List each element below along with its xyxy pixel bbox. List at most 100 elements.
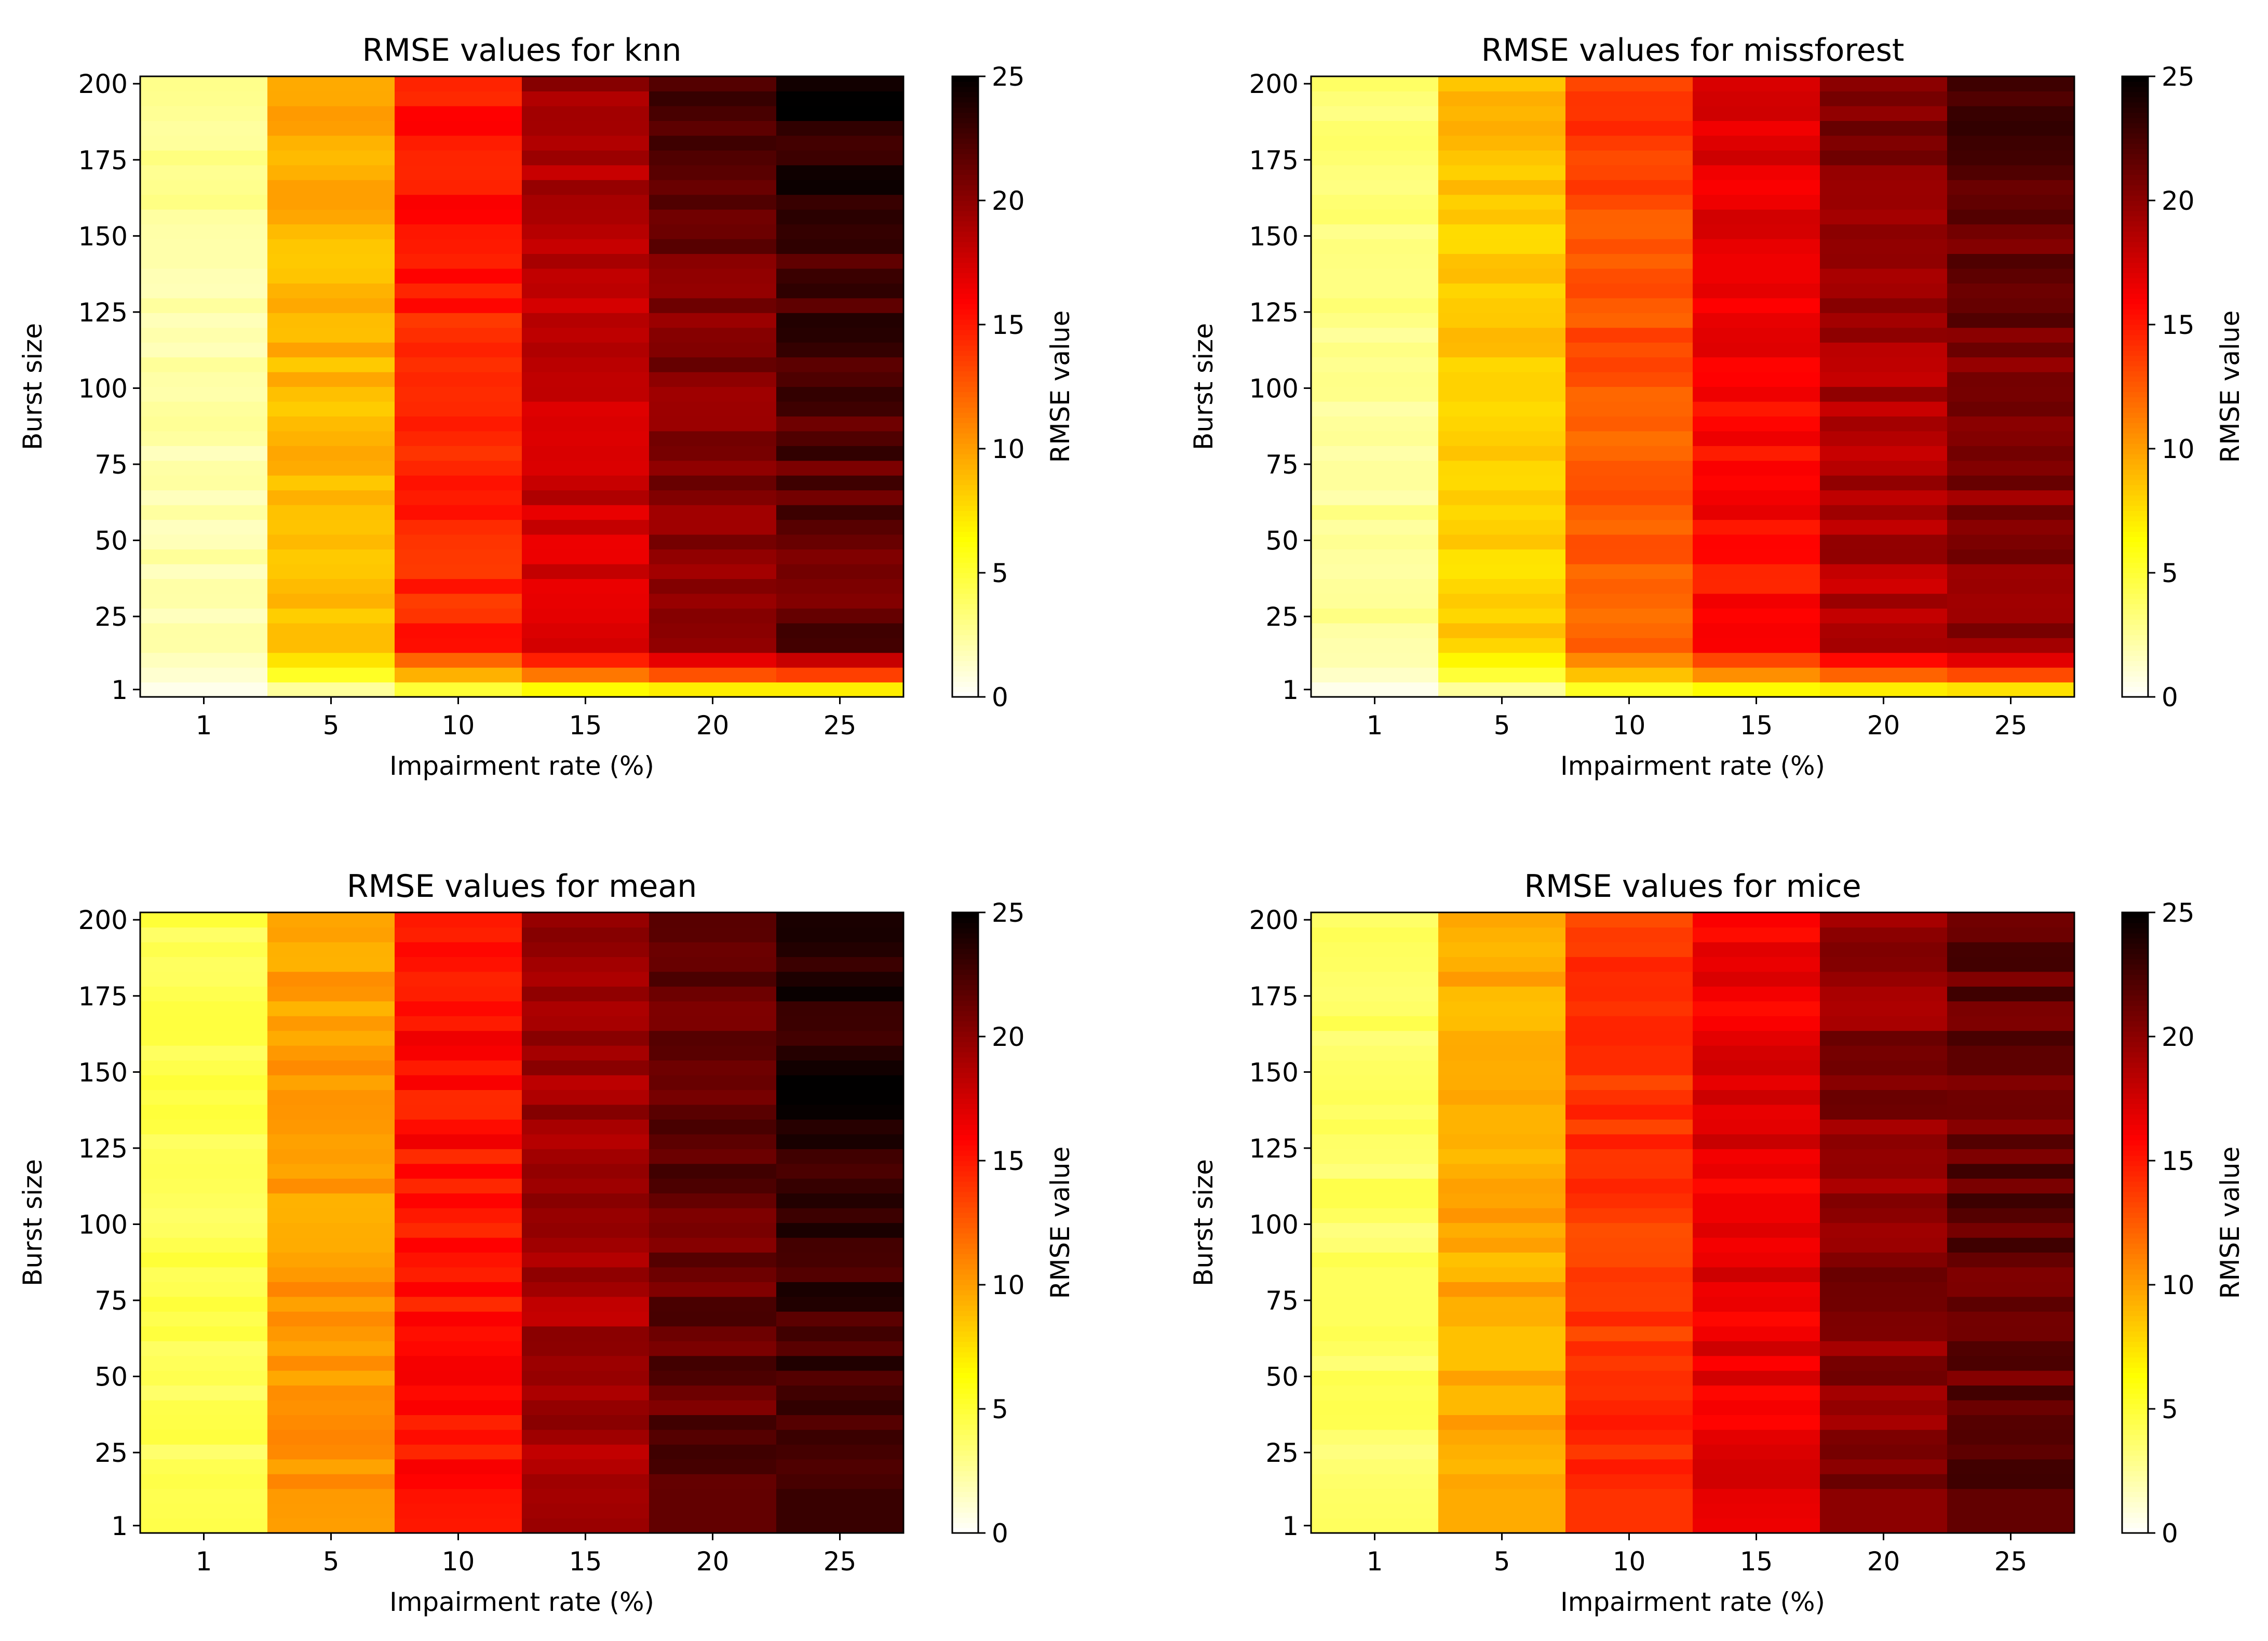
heatmap-cell (1947, 1326, 2075, 1341)
heatmap-cell (522, 667, 650, 683)
heatmap-cell (1820, 416, 1948, 432)
heatmap-cell (649, 298, 777, 313)
heatmap-cell (1438, 1016, 1566, 1031)
heatmap-cell (395, 1429, 522, 1445)
x-tick-label: 20 (696, 710, 730, 741)
colorbar-segment (2122, 1362, 2148, 1368)
x-tick-label: 10 (1613, 1546, 1646, 1577)
y-tick-label: 1 (111, 1511, 128, 1541)
heatmap-cell (140, 912, 268, 928)
heatmap-cell (140, 1222, 268, 1238)
heatmap-cell (1311, 1119, 1439, 1135)
colorbar-segment (2122, 583, 2148, 589)
heatmap-cell (522, 652, 650, 668)
colorbar-segment (2122, 666, 2148, 671)
heatmap-cell (1820, 1060, 1948, 1075)
heatmap-cell (1311, 1060, 1439, 1075)
heatmap-cell (140, 563, 268, 579)
heatmap-cell (267, 1355, 395, 1371)
heatmap-cell (1947, 927, 2075, 943)
heatmap-cell (1693, 1415, 1820, 1430)
colorbar-segment (952, 1352, 978, 1358)
colorbar-segment (952, 247, 978, 253)
heatmap-cell (1311, 519, 1439, 535)
heatmap-cell (1438, 1326, 1566, 1341)
colorbar-segment (952, 149, 978, 154)
heatmap-cell (1311, 593, 1439, 609)
heatmap-cell (395, 1149, 522, 1164)
heatmap-cell (1947, 1429, 2075, 1445)
colorbar-segment (2122, 603, 2148, 610)
heatmap-cell (1565, 1282, 1693, 1297)
heatmap-cell (140, 76, 268, 92)
heatmap-cell (1438, 1400, 1566, 1415)
colorbar-segment (952, 661, 978, 666)
colorbar-segment (952, 350, 978, 356)
heatmap-cell (267, 283, 395, 299)
heatmap-cell (1565, 327, 1693, 343)
heatmap-cell (395, 1355, 522, 1371)
heatmap-cell (267, 1163, 395, 1179)
y-tick-label: 75 (95, 1286, 128, 1316)
heatmap-cell (522, 593, 650, 609)
colorbar-segment (2122, 1373, 2148, 1378)
heatmap-cell (1693, 534, 1820, 550)
heatmap-cell (1565, 1252, 1693, 1268)
heatmap-cell (1820, 475, 1948, 491)
heatmap-cell (140, 1119, 268, 1135)
colorbar-segment (952, 1145, 978, 1151)
heatmap-cell (1693, 1149, 1820, 1164)
heatmap-cell (1820, 165, 1948, 180)
heatmap-cell (1947, 1149, 2075, 1164)
heatmap-cell (140, 1370, 268, 1386)
colorbar-segment (952, 562, 978, 568)
heatmap-cell (1693, 579, 1820, 594)
heatmap-cell (649, 1237, 777, 1253)
colorbar-segment (2122, 479, 2148, 486)
heatmap-cell (1947, 401, 2075, 416)
heatmap-cell (395, 957, 522, 972)
heatmap-cell (1311, 105, 1439, 121)
colorbar-segment (2122, 231, 2148, 237)
y-axis-label: Burst size (1189, 323, 1219, 450)
heatmap-cell (1693, 1030, 1820, 1046)
heatmap-cell (1947, 608, 2075, 624)
heatmap-cell (140, 1518, 268, 1534)
heatmap-cell (1820, 971, 1948, 987)
heatmap-cell (1693, 608, 1820, 624)
heatmap-cell (1438, 416, 1566, 432)
heatmap-cell (1820, 1311, 1948, 1327)
colorbar-segment (2122, 619, 2148, 625)
colorbar-segment (2122, 536, 2148, 542)
heatmap-cell (1311, 971, 1439, 987)
colorbar-segment (952, 1341, 978, 1348)
heatmap-cell (522, 1104, 650, 1120)
colorbar-segment (952, 557, 978, 563)
heatmap-cell (1947, 912, 2075, 928)
colorbar-segment (952, 521, 978, 527)
heatmap-cell (267, 1267, 395, 1282)
colorbar-segment (952, 159, 978, 165)
colorbar-segment (2122, 102, 2148, 108)
colorbar-segment (2122, 1507, 2148, 1513)
heatmap-cell (1947, 623, 2075, 638)
heatmap-cell (395, 1400, 522, 1415)
heatmap-cell (267, 431, 395, 446)
heatmap-cell (1438, 667, 1566, 683)
heatmap-cell (1693, 253, 1820, 269)
colorbar-segment (2122, 588, 2148, 594)
colorbar-segment (952, 1067, 978, 1073)
colorbar-segment (2122, 531, 2148, 537)
colorbar-segment (2122, 366, 2148, 372)
heatmap-cell (1438, 1134, 1566, 1149)
heatmap-cell (140, 534, 268, 550)
heatmap-cell (395, 667, 522, 683)
colorbar-segment (2122, 1254, 2148, 1259)
y-tick-label: 25 (95, 602, 128, 632)
colorbar-segment (952, 1424, 978, 1430)
colorbar-segment (2122, 624, 2148, 630)
heatmap-cell (1438, 91, 1566, 106)
colorbar-segment (2122, 687, 2148, 692)
heatmap-cell (395, 1193, 522, 1208)
colorbar-tick-label: 10 (2162, 1270, 2195, 1300)
